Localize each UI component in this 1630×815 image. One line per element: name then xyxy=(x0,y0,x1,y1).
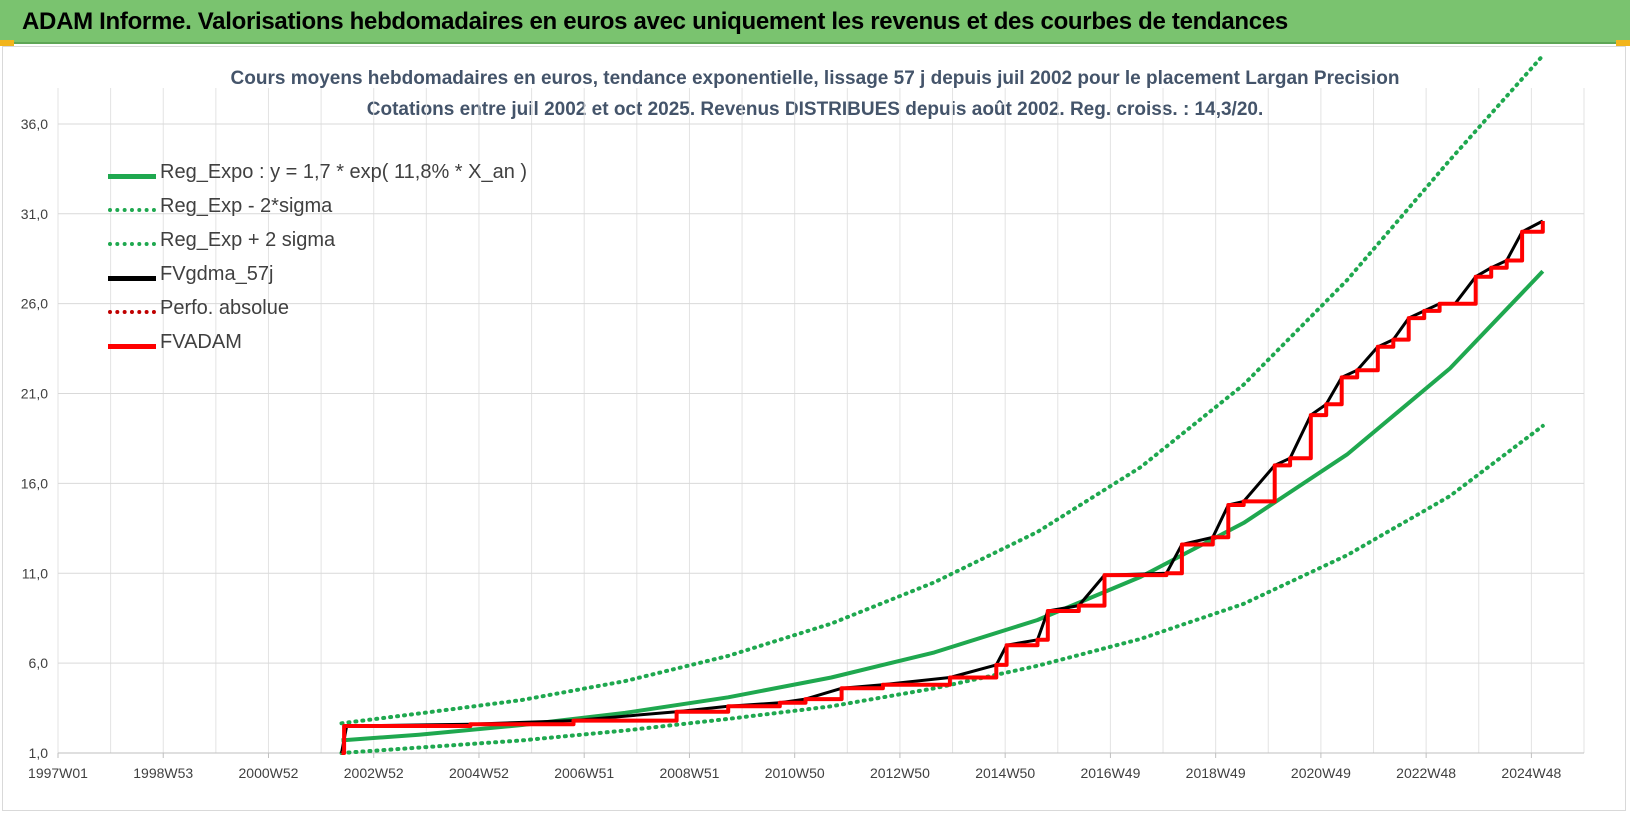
series-line-5 xyxy=(341,221,1545,755)
series-line-1 xyxy=(339,423,1545,755)
legend-item: FVgdma_57j xyxy=(108,260,528,294)
chart-title-line2: Cotations entre juil 2002 et oct 2025. R… xyxy=(366,99,1264,120)
x-tick-label: 1998W53 xyxy=(133,765,193,781)
x-tick-label: 2014W50 xyxy=(975,765,1035,781)
legend-swatch xyxy=(108,174,156,179)
legend-swatch xyxy=(108,310,156,314)
legend-label: Reg_Exp - 2*sigma xyxy=(160,195,333,217)
report-title: ADAM Informe. Valorisations hebdomadaire… xyxy=(22,8,1288,35)
legend-item: Reg_Exp - 2*sigma xyxy=(108,192,528,226)
x-tick-label: 2022W48 xyxy=(1396,765,1456,781)
y-tick-label: 36,0 xyxy=(21,116,48,132)
legend-label: Perfo. absolue xyxy=(160,297,289,319)
x-tick-label: 2008W51 xyxy=(659,765,719,781)
y-tick-label: 21,0 xyxy=(21,386,48,402)
x-tick-label: 2002W52 xyxy=(344,765,404,781)
legend-label: FVgdma_57j xyxy=(160,263,274,285)
y-tick-label: 11,0 xyxy=(22,565,48,581)
x-tick-label: 2010W50 xyxy=(765,765,825,781)
x-tick-label: 2006W51 xyxy=(554,765,614,781)
legend-swatch xyxy=(108,344,156,349)
y-tick-label: 26,0 xyxy=(21,296,48,312)
chart-frame xyxy=(2,46,1626,811)
legend-item: Reg_Expo : y = 1,7 * exp( 11,8% * X_an ) xyxy=(108,158,528,192)
legend-label: Reg_Expo : y = 1,7 * exp( 11,8% * X_an ) xyxy=(160,161,528,183)
x-tick-label: 2020W49 xyxy=(1291,765,1351,781)
x-tick-label: 2012W50 xyxy=(870,765,930,781)
corner-decoration-right xyxy=(1616,40,1630,46)
y-tick-label: 1,0 xyxy=(29,745,49,761)
corner-decoration-left xyxy=(0,40,14,46)
legend-item: Reg_Exp + 2 sigma xyxy=(108,226,528,260)
x-tick-label: 2004W52 xyxy=(449,765,509,781)
y-tick-label: 31,0 xyxy=(21,206,48,222)
chart-legend: Reg_Expo : y = 1,7 * exp( 11,8% * X_an )… xyxy=(108,158,528,362)
y-tick-label: 16,0 xyxy=(21,475,48,491)
y-tick-label: 6,0 xyxy=(29,655,49,671)
x-tick-label: 1997W01 xyxy=(28,765,88,781)
chart-title-line1: Cours moyens hebdomadaires en euros, ten… xyxy=(230,68,1400,89)
legend-label: Reg_Exp + 2 sigma xyxy=(160,229,336,251)
report-banner: ADAM Informe. Valorisations hebdomadaire… xyxy=(0,0,1630,44)
legend-label: FVADAM xyxy=(160,331,242,353)
legend-item: FVADAM xyxy=(108,328,528,362)
x-tick-label: 2024W48 xyxy=(1501,765,1561,781)
legend-swatch xyxy=(108,276,156,281)
x-tick-label: 2018W49 xyxy=(1186,765,1246,781)
legend-item: Perfo. absolue xyxy=(108,294,528,328)
legend-swatch xyxy=(108,208,156,212)
series-line-2 xyxy=(339,53,1545,726)
x-tick-label: 2016W49 xyxy=(1080,765,1140,781)
x-tick-label: 2000W52 xyxy=(239,765,299,781)
legend-swatch xyxy=(108,242,156,246)
